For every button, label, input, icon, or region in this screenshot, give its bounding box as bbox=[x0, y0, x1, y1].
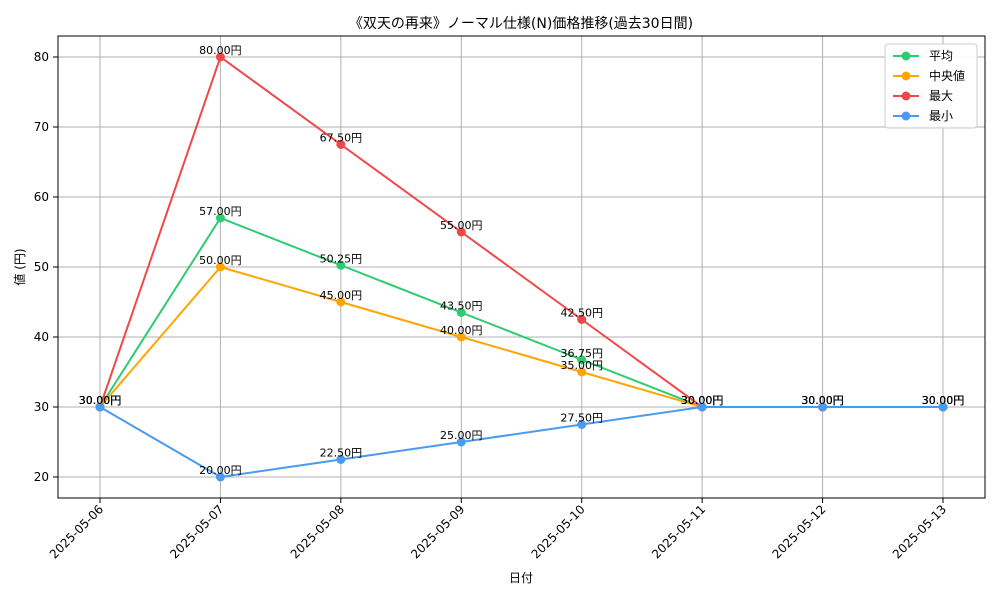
data-point bbox=[938, 402, 948, 412]
data-label: 30.00円 bbox=[79, 394, 122, 407]
data-label: 27.50円 bbox=[560, 412, 603, 425]
legend-marker bbox=[901, 71, 911, 81]
data-label: 50.00円 bbox=[199, 254, 242, 267]
data-point bbox=[456, 227, 466, 237]
data-point bbox=[456, 332, 466, 342]
series-平均: 30.00円 57.00円 50.25円 43.50円 36.75円 30.00円 30.0… bbox=[79, 205, 965, 412]
legend-box bbox=[884, 43, 978, 129]
y-tick-label: 50 bbox=[34, 260, 49, 274]
data-label: 30.00円 bbox=[922, 394, 965, 407]
legend-label: 中央値 bbox=[929, 68, 965, 83]
data-label: 30.00円 bbox=[922, 394, 965, 407]
data-point bbox=[577, 355, 587, 365]
y-tick-label: 40 bbox=[34, 330, 49, 344]
y-axis-label: 値 (円) bbox=[12, 248, 27, 285]
data-label: 22.50円 bbox=[320, 447, 363, 460]
legend-marker bbox=[901, 111, 911, 121]
data-label: 80.00円 bbox=[199, 44, 242, 57]
data-point bbox=[215, 52, 225, 62]
legend-item: 中央値 bbox=[893, 68, 965, 83]
data-label: 42.50円 bbox=[560, 307, 603, 320]
legend-label: 最大 bbox=[929, 89, 953, 103]
data-point bbox=[215, 472, 225, 482]
x-axis-label: 日付 bbox=[509, 571, 533, 585]
data-label: 36.75円 bbox=[560, 347, 603, 360]
data-point bbox=[456, 308, 466, 317]
data-label: 43.50円 bbox=[440, 300, 483, 313]
data-label: 30.00円 bbox=[681, 394, 724, 407]
data-label: 30.00円 bbox=[922, 394, 965, 407]
data-label: 20.00円 bbox=[199, 464, 242, 477]
data-point bbox=[577, 315, 587, 324]
data-point bbox=[697, 402, 707, 412]
data-point bbox=[336, 297, 346, 307]
data-label: 30.00円 bbox=[681, 394, 724, 407]
data-point bbox=[456, 437, 466, 447]
legend-item: 最小 bbox=[893, 109, 953, 123]
legend-label: 最小 bbox=[929, 109, 953, 123]
data-label: 30.00円 bbox=[801, 394, 844, 407]
data-label: 40.00円 bbox=[440, 324, 483, 337]
data-label: 30.00円 bbox=[801, 394, 844, 407]
plot-frame bbox=[57, 35, 986, 499]
data-label: 30.00円 bbox=[801, 394, 844, 407]
legend-item: 最大 bbox=[893, 89, 953, 103]
data-point bbox=[215, 213, 225, 223]
data-point bbox=[336, 455, 346, 464]
chart-title: 《双天の再来》ノーマル仕様(N)価格推移(過去30日間) bbox=[349, 16, 693, 32]
data-label: 55.00円 bbox=[440, 219, 483, 232]
data-point bbox=[215, 262, 225, 272]
data-point bbox=[95, 402, 105, 412]
data-point bbox=[336, 260, 346, 270]
data-label: 30.00円 bbox=[922, 394, 965, 407]
data-point bbox=[336, 140, 346, 149]
legend-marker bbox=[901, 91, 911, 101]
data-label: 45.00円 bbox=[320, 289, 363, 302]
legend-item: 平均 bbox=[893, 49, 953, 63]
legend-label: 平均 bbox=[929, 49, 953, 63]
y-tick-label: 70 bbox=[34, 120, 49, 134]
series-最小: 30.00円 20.00円 22.50円 25.00円 27.50円 30.00円 30.0… bbox=[79, 394, 965, 482]
y-tick-label: 80 bbox=[34, 50, 49, 64]
data-label: 30.00円 bbox=[79, 394, 122, 407]
data-label: 25.00円 bbox=[440, 429, 483, 442]
data-point bbox=[818, 402, 828, 412]
data-label: 30.00円 bbox=[79, 394, 122, 407]
data-label: 57.00円 bbox=[199, 205, 242, 218]
data-label: 67.50円 bbox=[320, 132, 363, 145]
data-label: 30.00円 bbox=[79, 394, 122, 407]
data-label: 30.00円 bbox=[801, 394, 844, 407]
data-point bbox=[577, 367, 587, 377]
y-tick-label: 60 bbox=[34, 190, 49, 204]
series-line bbox=[99, 406, 943, 479]
data-label: 50.25円 bbox=[320, 252, 363, 265]
y-tick-label: 30 bbox=[34, 400, 49, 414]
legend-marker bbox=[901, 51, 911, 61]
data-label: 30.00円 bbox=[681, 394, 724, 407]
data-label: 35.00円 bbox=[560, 359, 603, 372]
y-tick-label: 20 bbox=[34, 470, 49, 484]
data-point bbox=[577, 420, 587, 429]
